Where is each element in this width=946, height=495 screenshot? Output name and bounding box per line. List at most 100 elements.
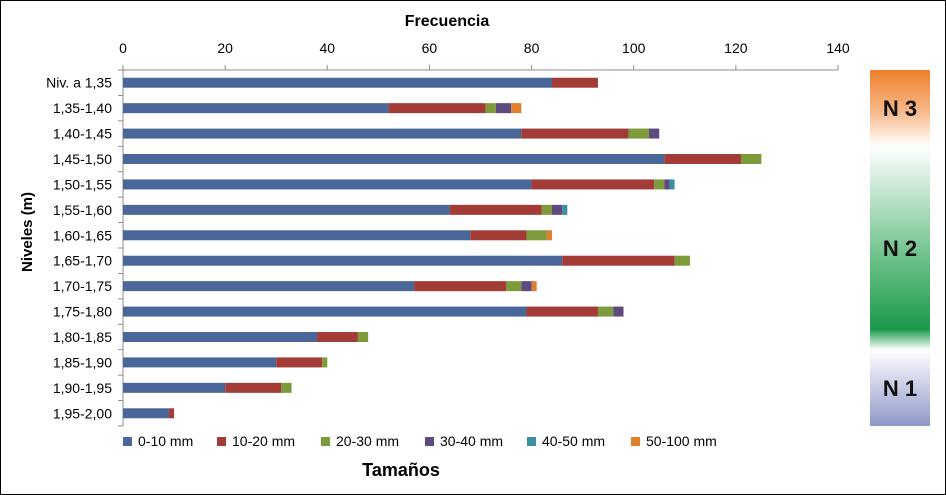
bar-segment	[562, 204, 568, 215]
bar-segment	[649, 128, 660, 139]
bar-segment	[562, 255, 675, 266]
zone-band	[870, 146, 930, 350]
legend-swatch	[631, 437, 640, 446]
bar-segment	[470, 230, 527, 241]
bar-segment	[123, 230, 471, 241]
x-tick-label: 140	[826, 40, 850, 56]
legend-swatch	[123, 437, 132, 446]
bar-segment	[123, 128, 522, 139]
y-tick-label: 1,50-1,55	[53, 176, 112, 192]
bar-segment	[168, 408, 175, 419]
legend: 0-10 mm 10-20 mm 20-30 mm 30-40 mm 40-50 mm 5…	[123, 433, 717, 449]
legend-label: 10-20 mm	[232, 433, 295, 449]
x-tick-label: 120	[724, 40, 748, 56]
bar-segment	[740, 154, 762, 164]
y-tick-label: 1,55-1,60	[53, 202, 112, 218]
bar-segment	[281, 382, 292, 393]
x-tick-label: 100	[622, 40, 646, 56]
legend-swatch	[217, 437, 226, 446]
bar-segment	[123, 103, 389, 114]
bar-segment	[388, 103, 486, 114]
legend-label: 40-50 mm	[542, 433, 605, 449]
bar-segment	[597, 306, 614, 317]
legend-label: 50-100 mm	[646, 433, 717, 449]
zone-label: N 2	[883, 236, 917, 261]
bar-segment	[669, 179, 675, 190]
bar-segment	[521, 281, 532, 292]
y-tick-label: 1,85-1,90	[53, 354, 112, 370]
bar-segment	[123, 357, 277, 368]
bar-segment	[552, 77, 598, 88]
x-tick-label: 40	[319, 40, 335, 56]
legend-swatch	[425, 437, 434, 446]
legend-label: 20-30 mm	[336, 433, 399, 449]
legend-label: 0-10 mm	[138, 433, 193, 449]
bar-segment	[123, 154, 665, 164]
bar-segment	[123, 408, 169, 419]
zone-label: N 1	[883, 376, 917, 401]
bar-segment	[123, 281, 415, 292]
bar-segment	[123, 255, 563, 266]
bar-segment	[485, 103, 496, 114]
bar-segment	[664, 154, 741, 164]
bar-segment	[123, 382, 226, 393]
bar-segment	[123, 77, 552, 88]
y-tick-label: 1,65-1,70	[53, 253, 112, 269]
bar-segment	[322, 357, 328, 368]
y-tick-label: Niv. a 1,35	[46, 75, 112, 91]
bar-segment	[546, 230, 552, 241]
x-tick-label: 0	[119, 40, 127, 56]
bar-segment	[511, 103, 522, 114]
y-tick-label: 1,40-1,45	[53, 126, 112, 142]
bar-segment	[531, 281, 537, 292]
bar-segment	[276, 357, 323, 368]
chart-title: Frecuencia	[405, 13, 490, 30]
zone-band	[870, 349, 930, 426]
bar-segment	[654, 179, 665, 190]
bar-segment	[414, 281, 507, 292]
bar-segment	[506, 281, 522, 292]
zone-label: N 3	[883, 96, 917, 121]
bars	[123, 77, 762, 419]
zone-panel: N 3 N 2 N 1	[870, 70, 930, 426]
bar-segment	[357, 332, 369, 342]
bar-segment	[628, 128, 650, 139]
legend-swatch	[321, 437, 330, 446]
y-axis: Niv. a 1,35 1,35-1,40 1,40-1,45 1,45-1,50 1,…	[46, 69, 124, 427]
bar-segment	[552, 204, 563, 215]
bar-segment	[317, 332, 358, 342]
x-tick-label: 60	[422, 40, 438, 56]
y-tick-label: 1,45-1,50	[53, 151, 112, 167]
bar-segment	[449, 204, 542, 215]
legend-swatch	[527, 437, 536, 446]
bar-segment	[123, 204, 450, 215]
y-axis-label: Niveles (m)	[19, 192, 36, 272]
bar-segment	[123, 179, 532, 190]
zone-band	[870, 70, 930, 147]
y-tick-label: 1,75-1,80	[53, 304, 112, 320]
bar-segment	[495, 103, 512, 114]
y-tick-label: 1,90-1,95	[53, 380, 112, 396]
bar-segment	[674, 255, 690, 266]
bar-segment	[526, 306, 598, 317]
y-tick-label: 1,95-2,00	[53, 405, 112, 421]
bar-segment	[521, 128, 629, 139]
bar-segment	[123, 332, 318, 342]
bar-segment	[541, 204, 552, 215]
legend-title: Tamaños	[362, 460, 440, 480]
y-tick-label: 1,70-1,75	[53, 278, 112, 294]
x-tick-label: 20	[217, 40, 233, 56]
x-tick-label: 80	[524, 40, 540, 56]
bar-segment	[123, 306, 527, 317]
y-tick-label: 1,35-1,40	[53, 100, 112, 116]
bar-segment	[613, 306, 624, 317]
bar-segment	[531, 179, 655, 190]
x-axis: 0 20 40 60 80 100 120 140	[119, 40, 850, 71]
y-tick-label: 1,80-1,85	[53, 329, 112, 345]
bar-segment	[664, 179, 670, 190]
y-tick-label: 1,60-1,65	[53, 227, 112, 243]
bar-segment	[526, 230, 547, 241]
bar-segment	[225, 382, 282, 393]
legend-label: 30-40 mm	[440, 433, 503, 449]
